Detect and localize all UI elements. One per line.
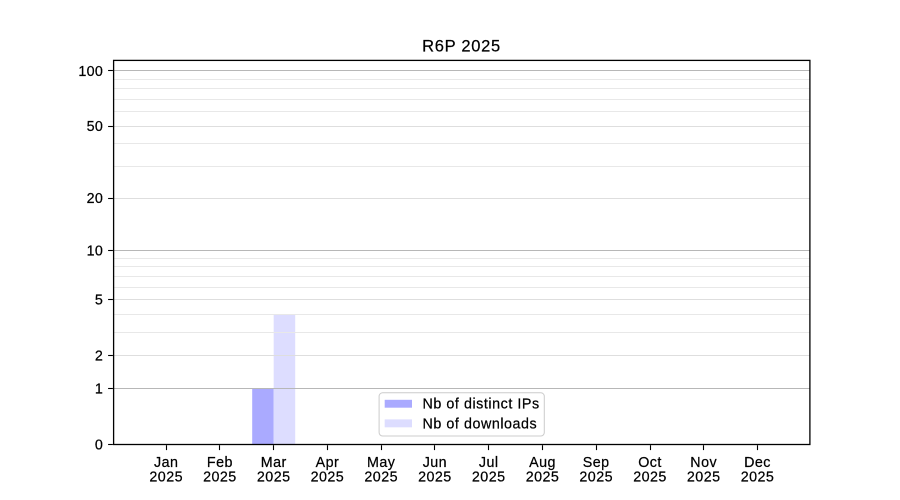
svg-text:Mar: Mar (261, 455, 287, 471)
svg-text:2025: 2025 (364, 470, 398, 486)
svg-text:Feb: Feb (207, 455, 233, 471)
svg-text:2025: 2025 (418, 470, 452, 486)
svg-text:Oct: Oct (638, 455, 662, 471)
svg-text:Sep: Sep (583, 455, 610, 471)
svg-text:50: 50 (87, 119, 104, 135)
svg-text:2025: 2025 (203, 470, 237, 486)
svg-text:R6P 2025: R6P 2025 (422, 38, 501, 56)
svg-text:10: 10 (87, 243, 104, 259)
svg-text:2025: 2025 (311, 470, 345, 486)
svg-text:2025: 2025 (257, 470, 291, 486)
svg-text:2025: 2025 (687, 470, 721, 486)
svg-text:Dec: Dec (744, 455, 771, 471)
svg-text:5: 5 (95, 293, 103, 309)
svg-text:Apr: Apr (316, 455, 340, 471)
svg-text:Jul: Jul (479, 455, 499, 471)
svg-text:20: 20 (87, 191, 104, 207)
svg-text:Nb of downloads: Nb of downloads (423, 417, 538, 433)
svg-text:2025: 2025 (526, 470, 560, 486)
svg-text:2: 2 (95, 349, 103, 365)
svg-text:Nb of distinct IPs: Nb of distinct IPs (423, 397, 540, 413)
svg-text:May: May (367, 455, 396, 471)
svg-text:2025: 2025 (472, 470, 506, 486)
svg-text:Jun: Jun (423, 455, 447, 471)
svg-text:Jan: Jan (154, 455, 178, 471)
svg-text:1: 1 (95, 381, 103, 397)
svg-text:2025: 2025 (579, 470, 613, 486)
svg-text:2025: 2025 (741, 470, 775, 486)
svg-text:Aug: Aug (529, 455, 556, 471)
svg-text:2025: 2025 (633, 470, 667, 486)
svg-text:0: 0 (95, 438, 103, 454)
svg-text:100: 100 (78, 64, 103, 80)
svg-text:2025: 2025 (149, 470, 183, 486)
svg-text:Nov: Nov (690, 455, 717, 471)
